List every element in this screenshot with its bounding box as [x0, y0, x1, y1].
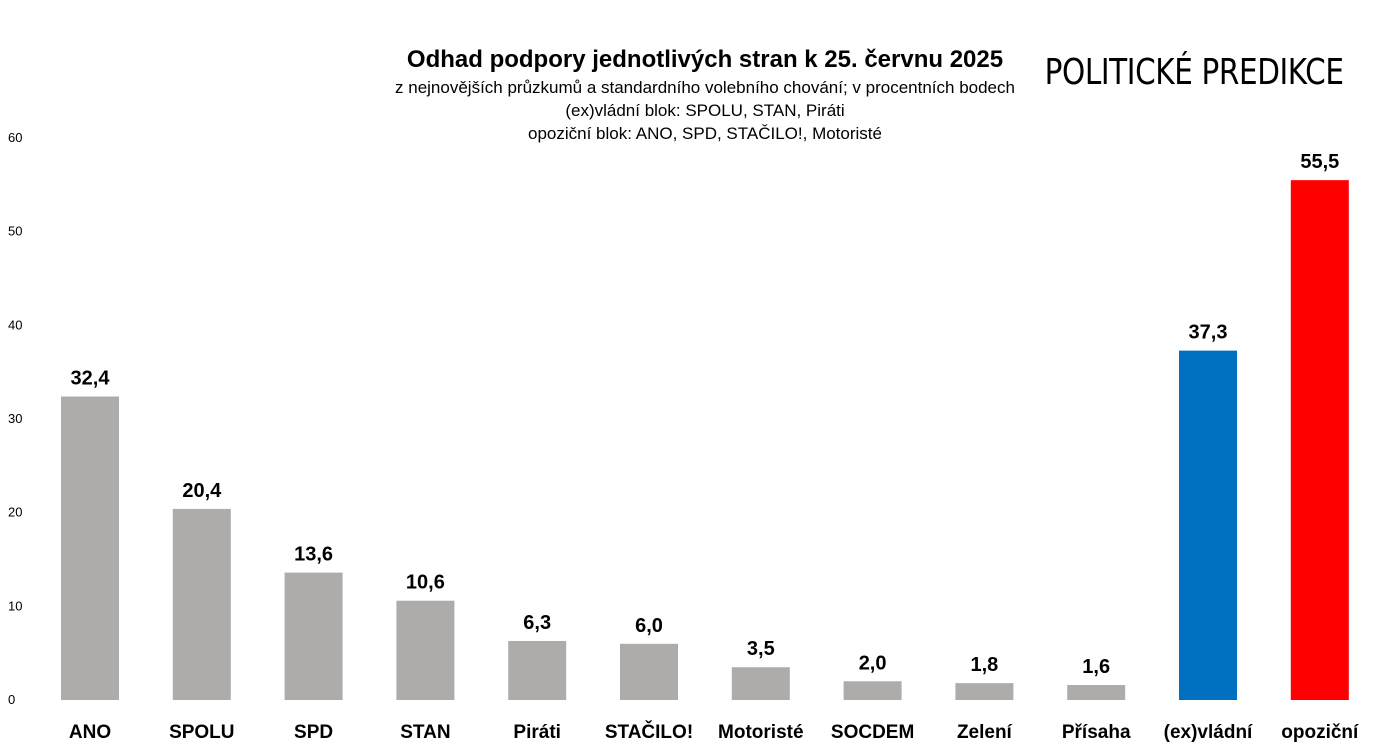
bar-value-label: 2,0	[859, 652, 887, 674]
bar-11	[1290, 180, 1349, 700]
bar-value-label: 6,0	[635, 615, 663, 637]
bar-1	[172, 508, 231, 700]
category-label: SPD	[294, 722, 333, 743]
bar-8	[955, 683, 1014, 700]
bar-value-label: 3,5	[747, 638, 775, 660]
bar-value-label: 37,3	[1189, 322, 1228, 344]
category-label: Motoristé	[718, 722, 804, 743]
bar-value-label: 1,8	[970, 654, 998, 676]
chart-subtitle-line-2: (ex)vládní blok: SPOLU, STAN, Piráti	[565, 101, 845, 120]
chart-subtitle-line-1: z nejnovějších průzkumů a standardního v…	[395, 78, 1015, 97]
chart-title: Odhad podpory jednotlivých stran k 25. č…	[406, 46, 1004, 73]
bar-value-label: 10,6	[406, 572, 445, 594]
y-tick-label: 40	[8, 317, 22, 332]
y-tick-label: 50	[8, 224, 22, 239]
category-label: STAČILO!	[605, 721, 693, 743]
chart-header: Odhad podpory jednotlivých stran k 25. č…	[200, 44, 1210, 145]
category-label: Zelení	[957, 722, 1013, 743]
bar-value-label: 32,4	[71, 368, 111, 390]
category-label: ANO	[69, 722, 111, 743]
bar-value-label: 20,4	[182, 480, 222, 502]
chart-subtitle-line-3: opoziční blok: ANO, SPD, STAČILO!, Motor…	[528, 124, 882, 143]
bar-5	[620, 643, 678, 700]
brand-logo: POLITICKÉ PREDIKCE	[1045, 52, 1344, 93]
bar-10	[1179, 350, 1237, 700]
bar-value-label: 13,6	[294, 544, 333, 566]
y-tick-label: 20	[8, 505, 22, 520]
bar-6	[731, 667, 790, 700]
y-tick-label: 0	[8, 692, 15, 707]
value-labels-group: 32,4 20,4 13,6 10,6 6,3 6,0 3,5 2,0 1,8 1,6 37,3 55…	[71, 151, 1340, 678]
category-label: SPOLU	[169, 722, 234, 743]
category-label: (ex)vládní	[1164, 722, 1253, 743]
bar-7	[843, 681, 902, 700]
bar-2	[284, 572, 343, 700]
bar-4	[508, 640, 567, 700]
bar-0	[61, 396, 119, 700]
y-tick-label: 10	[8, 598, 22, 613]
y-tick-label: 30	[8, 411, 22, 426]
bar-3	[396, 600, 455, 700]
category-label: SOCDEM	[831, 722, 914, 743]
category-label: STAN	[400, 722, 450, 743]
bars-group	[61, 180, 1349, 700]
bar-value-label: 6,3	[523, 612, 551, 634]
bar-value-label: 1,6	[1082, 656, 1110, 678]
category-label: opoziční	[1281, 722, 1359, 743]
y-tick-label: 60	[8, 130, 22, 145]
y-axis: 0 10 20 30 40 50 60	[8, 130, 22, 707]
bar-9	[1067, 685, 1126, 700]
category-label: Přísaha	[1062, 722, 1131, 743]
category-label: Piráti	[513, 722, 561, 743]
bar-value-label: 55,5	[1300, 151, 1339, 173]
category-labels-group: ANO SPOLU SPD STAN Piráti STAČILO! Motoristé SO…	[69, 721, 1359, 743]
